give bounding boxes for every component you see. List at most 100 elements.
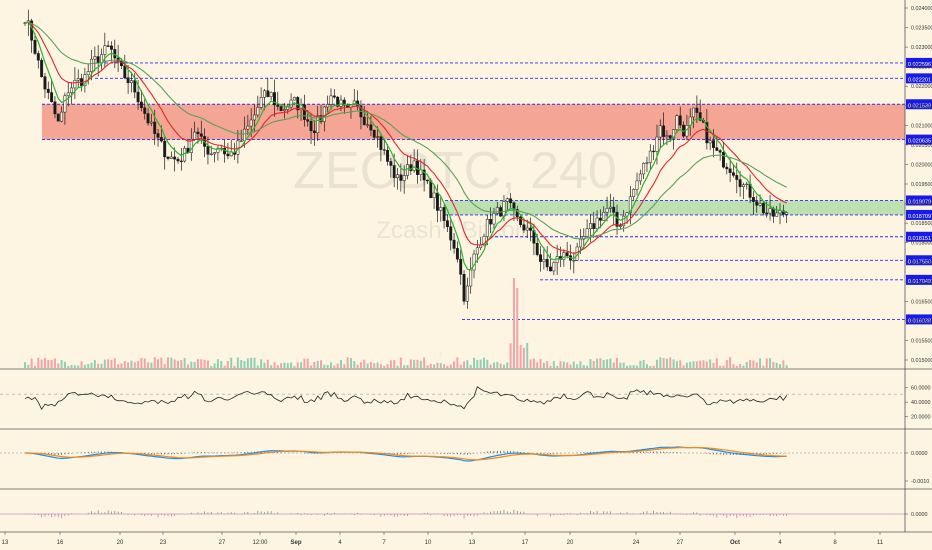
volume-bar	[200, 359, 203, 368]
volume-bar	[732, 364, 735, 368]
candle-body	[549, 266, 552, 272]
candle-body	[43, 76, 47, 90]
x-tick-label: 8	[833, 540, 837, 546]
indicators-layer	[0, 386, 905, 519]
volume-layer	[24, 278, 788, 368]
candle-body	[40, 59, 44, 77]
volume-bar	[486, 359, 489, 368]
volume-bar	[705, 361, 708, 368]
volume-bar	[180, 360, 183, 368]
candle-body	[409, 164, 413, 171]
candle-body	[372, 129, 376, 138]
rsi-line	[24, 386, 788, 411]
candle-body	[369, 124, 373, 131]
volume-bar	[489, 364, 492, 368]
candle-body	[153, 121, 157, 134]
volume-bar	[63, 361, 66, 368]
candle-body	[50, 92, 54, 103]
level-price-label: 0.017550	[908, 259, 931, 265]
x-tick-label: Oct	[730, 540, 740, 546]
candle-body	[259, 96, 263, 108]
candle-body	[618, 225, 622, 227]
volume-bar	[70, 364, 73, 368]
candle-body	[70, 87, 74, 94]
y-tick-label: 0.016000	[911, 319, 932, 325]
volume-bar	[589, 359, 592, 368]
candle-body	[332, 95, 336, 98]
candle-body	[56, 113, 60, 122]
candle-body	[638, 173, 642, 182]
candle-body	[66, 92, 70, 97]
candle-body	[665, 135, 669, 137]
candle-body	[465, 285, 469, 302]
volume-bar	[167, 357, 170, 368]
volume-bar	[276, 365, 279, 368]
volume-bar	[619, 362, 622, 368]
candle-body	[449, 226, 453, 241]
level-price-tag	[906, 209, 932, 220]
volume-bar	[443, 364, 446, 368]
volume-bar	[117, 364, 120, 368]
candle-body	[635, 180, 639, 190]
candle-body	[648, 150, 652, 163]
candle-body	[229, 151, 233, 157]
volume-bar	[672, 359, 675, 368]
volume-bar	[423, 357, 426, 368]
ema-slow-line	[24, 22, 787, 240]
volume-bar	[456, 357, 459, 368]
volume-bar	[709, 359, 712, 368]
volume-bar	[675, 361, 678, 368]
candle-body	[276, 104, 280, 107]
y-tick-label: 0.019000	[911, 202, 932, 208]
candle-body	[628, 196, 632, 214]
candle-body	[519, 216, 523, 225]
volume-bar	[107, 359, 110, 368]
candle-body	[213, 152, 217, 155]
candle-body	[189, 139, 193, 154]
volume-bar	[649, 365, 652, 368]
x-tick-label: 12:00	[252, 540, 268, 546]
candle-body	[552, 262, 556, 272]
volume-bar	[399, 357, 402, 368]
x-tick-label: 27	[677, 540, 684, 546]
candle-body	[781, 210, 785, 215]
volume-bar	[779, 364, 782, 368]
volume-bar	[569, 364, 572, 368]
volume-bar	[376, 362, 379, 368]
candle-body	[206, 146, 210, 155]
volume-bar	[243, 361, 246, 368]
volume-bar	[393, 360, 396, 368]
volume-bar	[506, 362, 509, 368]
candle-body	[376, 136, 380, 138]
y-tick-label: 0.020500	[911, 143, 932, 149]
candle-body	[585, 228, 589, 237]
volume-bar	[685, 362, 688, 368]
volume-bar	[772, 362, 775, 368]
candle-body	[166, 156, 170, 159]
candle-body	[469, 269, 473, 287]
volume-bar	[103, 359, 106, 368]
volume-bar	[769, 358, 772, 368]
candle-body	[86, 71, 90, 75]
candle-body	[392, 165, 396, 179]
volume-bar	[216, 359, 219, 368]
candle-body	[179, 160, 183, 163]
volume-bar	[373, 363, 376, 368]
level-price-label: 0.018709	[908, 214, 931, 220]
candle-body	[735, 175, 739, 180]
candle-body	[133, 80, 137, 93]
candle-body	[712, 140, 715, 148]
volume-bar	[532, 358, 535, 368]
volume-bar	[323, 364, 326, 368]
candle-body	[110, 45, 113, 50]
candle-body	[775, 212, 779, 217]
volume-bar	[163, 363, 166, 368]
candle-body	[336, 96, 340, 107]
volume-bar	[689, 361, 692, 368]
volume-bar	[266, 359, 269, 368]
candle-body	[402, 175, 406, 181]
candle-body	[123, 65, 127, 78]
candle-body	[139, 101, 143, 108]
